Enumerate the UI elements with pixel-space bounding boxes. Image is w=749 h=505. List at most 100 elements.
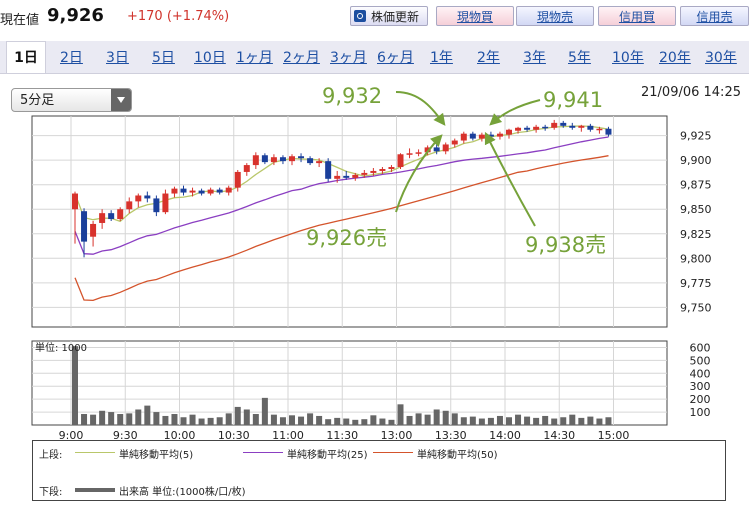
price-change: +170 (+1.74%) (127, 9, 230, 24)
volume-bar (361, 419, 368, 425)
candle-body (478, 134, 485, 139)
candle-body (261, 155, 268, 163)
volume-bar (117, 414, 124, 425)
legend-ma25-swatch (243, 452, 283, 453)
candle-body (578, 125, 585, 128)
current-price-label: 現在値 (0, 13, 40, 28)
tab-30year[interactable]: 30年 (705, 50, 737, 66)
candle-body (162, 193, 169, 213)
candle-body (243, 165, 250, 172)
legend-volume: 出来高 単位:(1000株/口/枚) (119, 487, 246, 498)
volume-bar (144, 405, 151, 425)
tab-5year[interactable]: 5年 (568, 50, 591, 66)
tab-2year[interactable]: 2年 (477, 50, 500, 66)
tab-1day[interactable]: 1日 (6, 41, 46, 73)
volume-bar (587, 416, 594, 425)
tab-2month[interactable]: 2ヶ月 (283, 50, 320, 66)
volume-bar (298, 416, 305, 425)
candle-body (605, 128, 612, 135)
candle-body (451, 140, 458, 145)
chart-legend: 上段: 単純移動平均(5) 単純移動平均(25) 単純移動平均(50) 下段: … (32, 440, 726, 501)
volume-bar (478, 418, 485, 425)
candle-body (108, 213, 115, 220)
volume-bar (388, 419, 395, 425)
volume-bar (153, 412, 160, 425)
tab-3month[interactable]: 3ヶ月 (330, 50, 367, 66)
volume-bar (90, 414, 97, 425)
volume-bar (108, 412, 115, 425)
volume-bar (243, 409, 250, 425)
tab-5day[interactable]: 5日 (152, 50, 175, 66)
volume-bar (334, 417, 341, 425)
volume-bar (225, 413, 232, 425)
candle-body (198, 190, 205, 194)
price-plot-area (31, 115, 668, 328)
x-tick-label: 10:30 (218, 429, 250, 442)
volume-bar (406, 415, 413, 425)
volume-bar (180, 417, 187, 425)
annotation-9938-sell: 9,938売 (525, 233, 606, 257)
spot-sell-button[interactable]: 現物売 (516, 6, 594, 26)
candle-body (551, 122, 558, 128)
tab-1month[interactable]: 1ヶ月 (236, 50, 273, 66)
candle-body (298, 156, 305, 159)
x-tick-label: 14:30 (543, 429, 575, 442)
candle-body (469, 133, 476, 139)
volume-bar (496, 415, 503, 425)
spot-buy-button[interactable]: 現物買 (436, 6, 514, 26)
update-price-button[interactable]: 株価更新 (350, 6, 428, 26)
legend-volume-swatch (75, 488, 115, 492)
x-tick-label: 9:30 (113, 429, 138, 442)
x-tick-label: 15:00 (598, 429, 630, 442)
volume-bar (433, 409, 440, 425)
volume-bar (469, 416, 476, 425)
tab-1year[interactable]: 1年 (430, 50, 453, 66)
tab-10year[interactable]: 10年 (612, 50, 644, 66)
candle-body (379, 168, 386, 171)
price-tick-label: 9,850 (680, 203, 712, 216)
tab-20year[interactable]: 20年 (659, 50, 691, 66)
volume-bar (415, 413, 422, 425)
candle-body (487, 134, 494, 137)
x-tick-label: 11:30 (326, 429, 358, 442)
candle-body (234, 171, 241, 188)
volume-tick-label: 200 (690, 393, 711, 406)
volume-bar (162, 415, 169, 425)
candle-body (126, 201, 133, 210)
tab-3day[interactable]: 3日 (106, 50, 129, 66)
x-tick-label: 13:00 (381, 429, 413, 442)
margin-buy-button[interactable]: 信用買 (598, 6, 676, 26)
tab-3year[interactable]: 3年 (523, 50, 546, 66)
ma25-line (74, 136, 609, 255)
legend-ma50: 単純移動平均(50) (417, 450, 498, 461)
tab-2day[interactable]: 2日 (60, 50, 83, 66)
volume-bar (397, 404, 404, 425)
tab-10day[interactable]: 10日 (194, 50, 226, 66)
legend-ma5-swatch (75, 452, 115, 453)
candle-body (388, 167, 395, 169)
volume-tick-label: 100 (690, 406, 711, 419)
interval-select[interactable]: 5分足 (11, 88, 132, 112)
x-tick-label: 10:00 (164, 429, 196, 442)
volume-bar (99, 410, 106, 425)
volume-tick-label: 300 (690, 380, 711, 393)
chevron-down-icon (111, 89, 131, 111)
volume-bar (379, 418, 386, 425)
volume-tick-label: 500 (690, 354, 711, 367)
candle-body (424, 147, 431, 153)
volume-bar (72, 346, 78, 425)
tab-6month[interactable]: 6ヶ月 (377, 50, 414, 66)
volume-bar (252, 414, 259, 425)
volume-bar (605, 417, 612, 425)
candle-body (334, 175, 341, 179)
candle-body (325, 161, 332, 179)
candle-body (433, 147, 440, 152)
volume-bar (261, 397, 268, 425)
volume-bar (216, 417, 223, 425)
candle-body (135, 195, 142, 202)
candle-body (72, 193, 78, 210)
candle-body (496, 133, 503, 137)
candle-body (180, 188, 187, 193)
candle-body (415, 152, 422, 154)
candle-body (99, 213, 106, 223)
